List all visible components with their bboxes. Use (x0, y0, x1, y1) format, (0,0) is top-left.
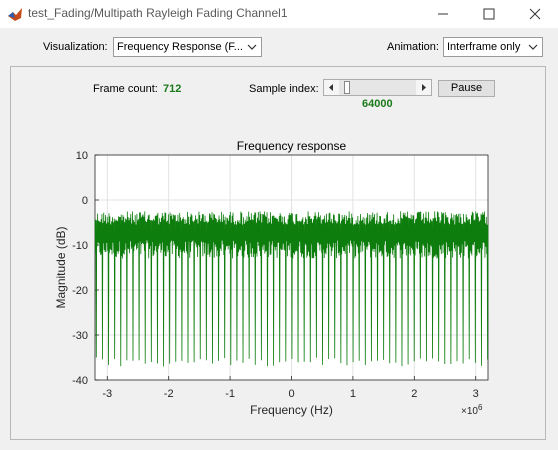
minimize-button[interactable] (420, 0, 466, 28)
sample-index-label: Sample index: (249, 83, 319, 95)
triangle-left-icon (329, 84, 333, 91)
x-tick-label: 0 (288, 388, 294, 400)
maximize-button[interactable] (466, 0, 512, 28)
x-multiplier-base: ×10 (461, 406, 478, 417)
pause-button[interactable]: Pause (438, 80, 495, 97)
frame-count-label: Frame count: (93, 83, 158, 95)
matlab-icon (7, 6, 23, 22)
animation-label: Animation: (387, 41, 439, 53)
y-tick-label: 0 (82, 195, 88, 207)
chart-title: Frequency response (237, 139, 347, 153)
slider-thumb[interactable] (343, 81, 350, 94)
visualization-label: Visualization: (43, 41, 108, 53)
y-tick-label: 10 (76, 150, 88, 162)
y-tick-label: -20 (72, 285, 88, 297)
close-button[interactable] (512, 0, 558, 28)
y-axis-label: Magnitude (dB) (54, 226, 68, 308)
animation-select[interactable]: Interframe only (443, 37, 543, 57)
x-tick-label: -2 (164, 388, 174, 400)
visualization-select-value: Frequency Response (F... (117, 41, 243, 53)
close-icon (529, 8, 541, 20)
x-axis-label: Frequency (Hz) (250, 403, 333, 417)
series-line (94, 211, 489, 367)
y-tick-label: -30 (72, 330, 88, 342)
chevron-down-icon (247, 44, 257, 50)
x-tick-label: -1 (225, 388, 235, 400)
title-bar: test_Fading/Multipath Rayleigh Fading Ch… (0, 0, 558, 28)
maximize-icon (483, 8, 495, 20)
x-tick-label: 3 (473, 388, 479, 400)
slider-right-button[interactable] (416, 80, 431, 95)
y-tick-label: -40 (72, 375, 88, 387)
triangle-right-icon (422, 84, 426, 91)
sample-index-value: 64000 (362, 98, 393, 110)
x-tick-label: 1 (350, 388, 356, 400)
x-tick-label: -3 (102, 388, 112, 400)
x-multiplier-exp: 6 (478, 403, 483, 412)
visualization-select[interactable]: Frequency Response (F... (113, 37, 262, 57)
minimize-icon (438, 13, 448, 15)
frame-count-value: 712 (163, 83, 182, 95)
x-multiplier-label: ×106 (461, 403, 483, 417)
chevron-down-icon (528, 44, 538, 50)
window-title: test_Fading/Multipath Rayleigh Fading Ch… (28, 6, 288, 20)
sample-index-slider[interactable] (323, 79, 432, 96)
y-tick-label: -10 (72, 240, 88, 252)
x-tick-label: 2 (411, 388, 417, 400)
slider-left-button[interactable] (324, 80, 339, 95)
animation-select-value: Interframe only (447, 41, 521, 53)
